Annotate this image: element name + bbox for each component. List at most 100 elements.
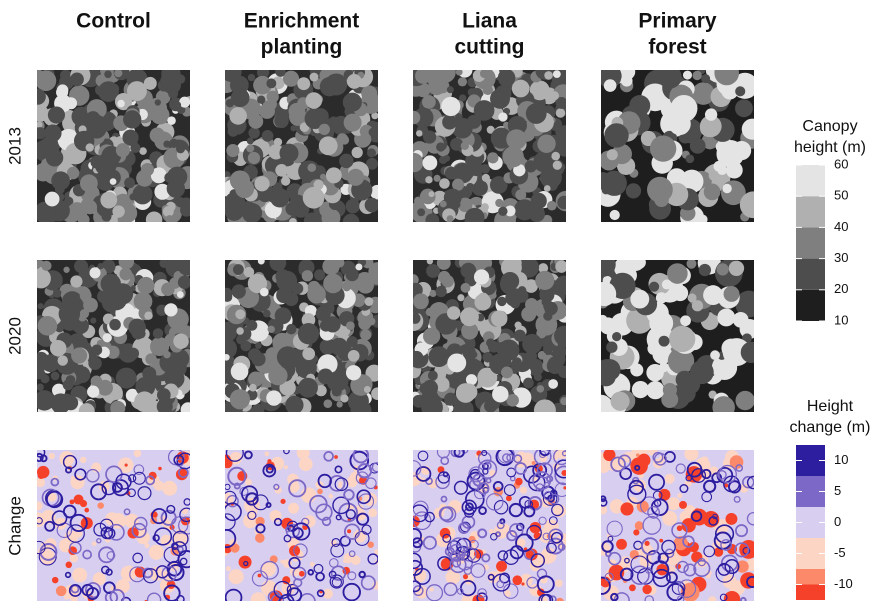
crown: [344, 114, 362, 132]
crown: [97, 380, 113, 396]
crown: [551, 152, 560, 161]
crown: [672, 285, 688, 301]
legend-title: change (m): [790, 419, 871, 436]
column-title: Control: [76, 10, 151, 33]
change-patch: [635, 521, 644, 530]
crown: [248, 371, 263, 386]
crown: [555, 260, 567, 272]
change-patch: [310, 562, 315, 567]
crown: [724, 286, 740, 302]
crown: [534, 373, 542, 381]
crown: [266, 390, 281, 405]
crown: [343, 283, 351, 291]
crown: [91, 345, 102, 356]
crown: [458, 77, 467, 86]
canopy-panel: [405, 443, 573, 601]
crown: [280, 144, 299, 163]
crown: [630, 290, 649, 309]
crown: [487, 152, 498, 163]
crown: [178, 276, 191, 289]
crown: [270, 254, 287, 271]
crown: [461, 283, 471, 293]
crown: [119, 268, 132, 281]
crown: [491, 311, 507, 327]
crown: [103, 333, 112, 342]
crown: [71, 348, 87, 364]
crown: [346, 199, 360, 213]
crown: [246, 144, 254, 152]
change-patch: [70, 554, 78, 562]
change-patch: [512, 575, 522, 585]
crown: [231, 88, 250, 107]
crown: [89, 267, 100, 278]
crown: [275, 164, 288, 177]
crown: [260, 288, 269, 297]
crown: [62, 291, 83, 312]
crown: [553, 70, 561, 78]
crown: [558, 339, 568, 349]
crown: [419, 383, 430, 394]
crown: [465, 208, 485, 228]
crown: [114, 69, 122, 77]
crown: [255, 342, 262, 349]
crown: [285, 396, 303, 414]
crown: [410, 351, 423, 364]
crown: [90, 155, 103, 168]
crown: [235, 179, 254, 198]
crown: [119, 254, 134, 269]
crown: [221, 288, 233, 300]
crown: [698, 215, 708, 225]
crown: [80, 290, 92, 302]
crown: [304, 213, 321, 230]
crown: [735, 391, 754, 410]
crown: [428, 371, 438, 381]
legend-tick-label: 20: [834, 281, 848, 296]
crown: [495, 199, 503, 207]
crown: [86, 143, 94, 151]
crown: [429, 346, 450, 367]
crown: [298, 323, 319, 344]
crown: [340, 135, 349, 144]
crown: [268, 326, 275, 333]
crown: [289, 218, 297, 226]
crown: [556, 108, 566, 118]
crown: [654, 192, 669, 207]
canopy-panel: [218, 61, 387, 231]
crown: [742, 119, 763, 140]
change-patch: [299, 571, 305, 577]
crown: [129, 193, 136, 200]
legend-band: [796, 585, 825, 601]
crown: [320, 320, 332, 332]
crown: [127, 348, 139, 360]
change-patch: [677, 493, 682, 498]
canopy-panel: [31, 254, 198, 421]
change-patch: [267, 459, 271, 463]
change-patch: [644, 541, 649, 546]
crown: [270, 188, 289, 207]
crown: [703, 285, 723, 305]
crown: [124, 177, 135, 188]
crown: [355, 263, 362, 270]
change-patch: [317, 489, 323, 495]
crown: [474, 269, 489, 284]
change-patch: [34, 502, 43, 511]
crown: [105, 124, 112, 131]
crown: [266, 78, 276, 88]
crown: [161, 282, 175, 296]
crown: [445, 167, 458, 180]
row-label: 2013: [5, 127, 24, 165]
canopy-panel: [30, 61, 197, 230]
crown: [364, 386, 371, 393]
crown: [36, 383, 43, 390]
crown: [343, 93, 362, 112]
crown: [443, 155, 450, 162]
change-patch: [684, 447, 698, 461]
crown: [230, 389, 250, 409]
change-patch: [36, 478, 45, 487]
crown: [456, 69, 463, 76]
crown: [543, 312, 552, 321]
crown: [488, 341, 500, 353]
crown: [457, 294, 464, 301]
crown: [447, 215, 454, 222]
crown: [305, 92, 322, 109]
